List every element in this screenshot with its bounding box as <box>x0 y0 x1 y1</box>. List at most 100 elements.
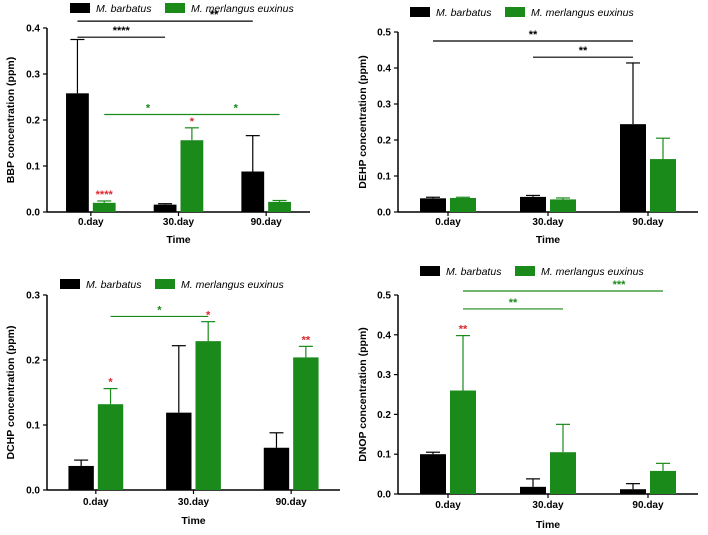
legend-label-0: M. barbatus <box>86 279 142 291</box>
bar-significance: * <box>190 116 195 128</box>
comparison-significance: *** <box>613 279 627 291</box>
comparison-significance: ** <box>509 297 518 309</box>
y-tick-label: 0.3 <box>26 70 40 81</box>
y-tick-label: 0.2 <box>377 136 391 147</box>
y-axis-label: DCHP concentration (ppm) <box>5 326 17 460</box>
bar-euxinus-2 <box>268 201 291 212</box>
bar-barbatus-1 <box>520 486 546 494</box>
legend-label-0: M. barbatus <box>436 7 492 19</box>
bar-euxinus-0 <box>92 202 116 212</box>
x-tick-label: 90.day <box>251 217 283 228</box>
legend-swatch-1 <box>515 266 535 276</box>
legend-label-1: M. merlangus euxinus <box>191 3 294 15</box>
bar-euxinus-0 <box>97 404 124 490</box>
x-tick-label: 0.day <box>435 500 461 511</box>
bar-significance: * <box>108 377 113 389</box>
y-tick-label: 0.5 <box>377 28 391 39</box>
x-tick-label: 90.day <box>632 217 664 228</box>
legend-swatch-0 <box>70 3 90 13</box>
y-tick-label: 0.3 <box>377 370 391 381</box>
bar-significance: ** <box>302 334 311 346</box>
bar-significance: ** <box>459 324 468 336</box>
bar-barbatus-1 <box>520 196 546 212</box>
bar-barbatus-2 <box>241 171 265 212</box>
bar-barbatus-2 <box>620 124 646 212</box>
x-axis-label: Time <box>181 515 205 527</box>
y-tick-label: 0.4 <box>377 330 391 341</box>
chart-dnop: M. barbatus M. merlangus euxinus 0.0 0.1 0.2… <box>357 266 698 531</box>
comparison-significance: * <box>234 102 239 114</box>
legend-label-0: M. barbatus <box>446 266 502 278</box>
bar-barbatus-0 <box>66 93 89 212</box>
bar-barbatus-1 <box>153 204 177 212</box>
legend-label-1: M. merlangus euxinus <box>531 7 634 19</box>
x-axis-label: Time <box>536 234 560 246</box>
bar-euxinus-2 <box>650 159 676 212</box>
y-tick-label: 0.4 <box>26 24 40 35</box>
bar-barbatus-1 <box>166 412 192 490</box>
bar-euxinus-1 <box>550 452 576 494</box>
legend-swatch-0 <box>410 7 430 17</box>
y-tick-label: 0.3 <box>26 291 40 302</box>
bar-euxinus-1 <box>195 341 221 490</box>
comparison-significance: ** <box>579 45 588 57</box>
bar-euxinus-1 <box>550 199 576 212</box>
y-tick-label: 0.0 <box>377 208 391 219</box>
bar-euxinus-2 <box>650 470 676 494</box>
bar-barbatus-2 <box>263 447 290 490</box>
x-tick-label: 30.day <box>163 217 195 228</box>
legend-label-0: M. barbatus <box>96 3 152 15</box>
legend-swatch-1 <box>505 7 525 17</box>
y-axis-label: DNOP concentration (ppm) <box>357 327 369 462</box>
x-tick-label: 90.day <box>276 497 308 508</box>
legend-swatch-0 <box>420 266 440 276</box>
legend-swatch-0 <box>60 279 80 289</box>
x-tick-label: 0.day <box>83 497 109 508</box>
y-tick-label: 0.1 <box>377 172 391 183</box>
legend-label-1: M. merlangus euxinus <box>181 279 284 291</box>
chart-dehp: M. barbatus M. merlangus euxinus 0.0 0.1 0.2… <box>357 7 698 246</box>
x-tick-label: 30.day <box>178 497 210 508</box>
y-tick-label: 0.1 <box>26 421 40 432</box>
comparison-significance: **** <box>113 25 131 37</box>
bar-barbatus-2 <box>620 489 646 494</box>
comparison-significance: ** <box>210 9 219 21</box>
chart-dchp: M. barbatus M. merlangus euxinus 0.0 0.1 0.2… <box>5 279 340 527</box>
x-tick-label: 0.day <box>435 217 461 228</box>
y-tick-label: 0.2 <box>26 356 40 367</box>
x-tick-label: 30.day <box>532 500 564 511</box>
y-tick-label: 0.0 <box>26 486 40 497</box>
y-tick-label: 0.4 <box>377 64 391 75</box>
x-tick-label: 0.day <box>78 217 104 228</box>
comparison-significance: * <box>146 102 151 114</box>
y-tick-label: 0.0 <box>377 490 391 501</box>
y-tick-label: 0.1 <box>26 162 40 173</box>
x-tick-label: 90.day <box>632 500 664 511</box>
y-tick-label: 0.1 <box>377 450 391 461</box>
y-tick-label: 0.3 <box>377 100 391 111</box>
bar-euxinus-2 <box>293 357 319 490</box>
legend-swatch-1 <box>165 3 185 13</box>
x-axis-label: Time <box>536 519 560 531</box>
y-tick-label: 0.5 <box>377 291 391 302</box>
comparison-significance: ** <box>529 29 538 41</box>
y-axis-label: BBP concentration (ppm) <box>5 57 17 183</box>
bar-barbatus-0 <box>420 454 446 494</box>
x-tick-label: 30.day <box>532 217 564 228</box>
chart-bbp: M. barbatus M. merlangus euxinus 0.0 0.1 0.2… <box>5 3 310 246</box>
y-tick-label: 0.2 <box>26 116 40 127</box>
y-axis-label: DEHP concentration (ppm) <box>357 55 369 188</box>
bar-barbatus-0 <box>68 465 94 490</box>
bar-euxinus-0 <box>450 197 476 212</box>
bar-euxinus-0 <box>450 390 476 494</box>
bar-barbatus-0 <box>420 198 446 212</box>
bar-significance: **** <box>96 189 114 201</box>
bar-significance: * <box>206 310 211 322</box>
y-tick-label: 0.0 <box>26 208 40 219</box>
comparison-significance: * <box>157 304 162 316</box>
y-tick-label: 0.2 <box>377 410 391 421</box>
bar-euxinus-1 <box>180 140 204 212</box>
x-axis-label: Time <box>166 234 190 246</box>
legend-label-1: M. merlangus euxinus <box>541 266 644 278</box>
